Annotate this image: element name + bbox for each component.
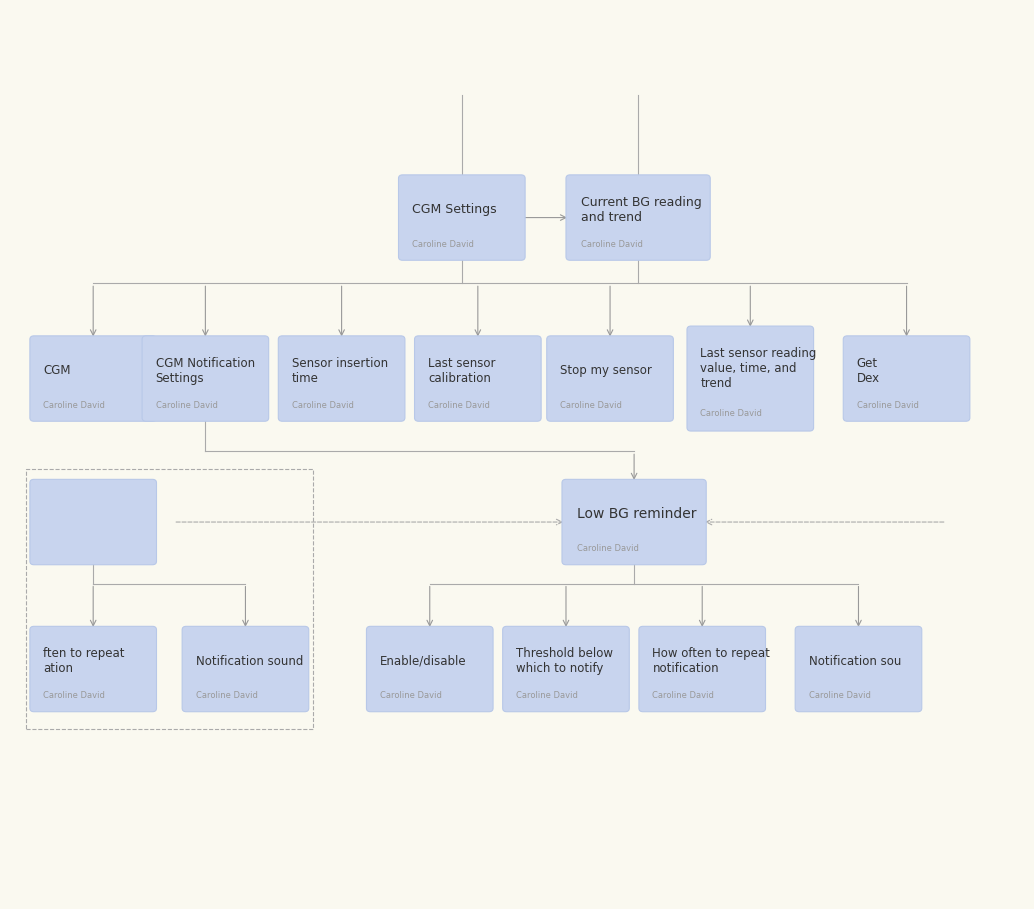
Text: Threshold below
which to notify: Threshold below which to notify <box>516 647 613 675</box>
Text: Notification sound: Notification sound <box>195 654 303 668</box>
FancyBboxPatch shape <box>366 626 493 712</box>
Text: Caroline David: Caroline David <box>652 692 714 700</box>
Text: Enable/disable: Enable/disable <box>379 654 466 668</box>
FancyBboxPatch shape <box>415 335 541 421</box>
FancyBboxPatch shape <box>562 479 706 564</box>
Text: Current BG reading
and trend: Current BG reading and trend <box>581 195 702 224</box>
Text: Caroline David: Caroline David <box>412 240 474 249</box>
FancyBboxPatch shape <box>278 335 405 421</box>
FancyBboxPatch shape <box>566 175 710 260</box>
Text: Caroline David: Caroline David <box>43 401 105 410</box>
Text: Caroline David: Caroline David <box>379 692 442 700</box>
Text: Get
Dex: Get Dex <box>857 356 880 385</box>
Text: Caroline David: Caroline David <box>292 401 354 410</box>
Text: Caroline David: Caroline David <box>560 401 622 410</box>
Text: Last sensor
calibration: Last sensor calibration <box>428 356 495 385</box>
FancyBboxPatch shape <box>398 175 525 260</box>
Text: ften to repeat
ation: ften to repeat ation <box>43 647 125 675</box>
Text: Low BG reminder: Low BG reminder <box>577 507 696 521</box>
FancyBboxPatch shape <box>503 626 630 712</box>
Text: CGM Settings: CGM Settings <box>412 204 496 216</box>
Text: Caroline David: Caroline David <box>155 401 217 410</box>
Text: Caroline David: Caroline David <box>577 544 639 554</box>
Text: CGM: CGM <box>43 365 71 377</box>
Text: Caroline David: Caroline David <box>857 401 918 410</box>
Text: Last sensor reading
value, time, and
trend: Last sensor reading value, time, and tre… <box>700 347 817 390</box>
Text: Caroline David: Caroline David <box>43 692 105 700</box>
FancyBboxPatch shape <box>182 626 309 712</box>
Text: Stop my sensor: Stop my sensor <box>560 365 652 377</box>
FancyBboxPatch shape <box>30 626 156 712</box>
FancyBboxPatch shape <box>30 335 156 421</box>
FancyBboxPatch shape <box>687 326 814 431</box>
Text: Caroline David: Caroline David <box>581 240 643 249</box>
Text: How often to repeat
notification: How often to repeat notification <box>652 647 770 675</box>
Text: CGM Notification
Settings: CGM Notification Settings <box>155 356 254 385</box>
Text: Caroline David: Caroline David <box>428 401 490 410</box>
Text: Caroline David: Caroline David <box>516 692 578 700</box>
Text: Caroline David: Caroline David <box>195 692 257 700</box>
Text: Caroline David: Caroline David <box>700 409 762 418</box>
FancyBboxPatch shape <box>30 479 156 564</box>
Text: Notification sou: Notification sou <box>809 654 901 668</box>
Text: Sensor insertion
time: Sensor insertion time <box>292 356 388 385</box>
FancyBboxPatch shape <box>795 626 921 712</box>
FancyBboxPatch shape <box>639 626 765 712</box>
FancyBboxPatch shape <box>142 335 269 421</box>
FancyBboxPatch shape <box>547 335 673 421</box>
Text: Caroline David: Caroline David <box>809 692 871 700</box>
FancyBboxPatch shape <box>844 335 970 421</box>
